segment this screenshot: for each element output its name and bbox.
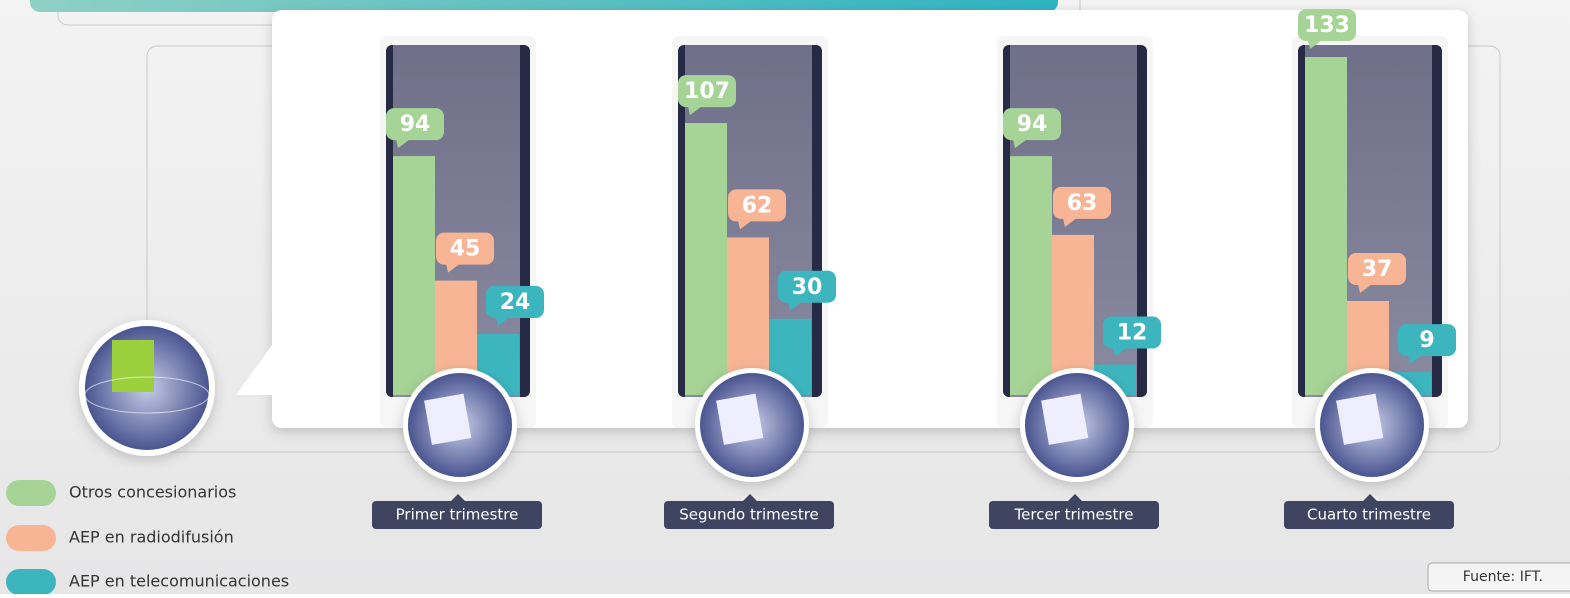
value-label: 62 xyxy=(742,193,773,218)
value-label: 24 xyxy=(500,290,531,315)
bar xyxy=(393,156,435,395)
source: Fuente: IFT. xyxy=(1463,569,1543,585)
bar xyxy=(1305,57,1347,395)
category-label: Tercer trimestre xyxy=(1014,506,1134,524)
value-label: 133 xyxy=(1304,13,1350,38)
legend-label: Otros concesionarios xyxy=(69,483,236,502)
bar xyxy=(1010,156,1052,395)
value-label: 94 xyxy=(400,112,431,137)
category-label: Primer trimestre xyxy=(396,506,519,524)
category-icon-doc xyxy=(1336,394,1383,445)
value-label: 9 xyxy=(1419,328,1434,353)
legend-swatch xyxy=(6,569,56,594)
category-label: Cuarto trimestre xyxy=(1307,506,1431,524)
page: 94 45 24 Primer trimestre 107 62 30 Segundo tri… xyxy=(0,0,1570,594)
category-icon-doc xyxy=(1041,394,1088,445)
legend-label: AEP en radiodifusión xyxy=(69,528,234,547)
category-icon-doc xyxy=(424,394,471,445)
value-label: 107 xyxy=(684,79,730,104)
bar xyxy=(685,123,727,395)
value-label: 12 xyxy=(1117,321,1148,346)
category-icon-doc xyxy=(716,394,763,445)
logo-icon xyxy=(79,320,215,456)
value-label: 45 xyxy=(450,237,481,262)
value-label: 37 xyxy=(1362,257,1393,282)
legend-swatch xyxy=(6,480,56,506)
value-label: 63 xyxy=(1067,191,1098,216)
value-label: 94 xyxy=(1017,112,1048,137)
category-label: Segundo trimestre xyxy=(679,506,819,524)
chart: 94 45 24 Primer trimestre 107 62 30 Segundo tri… xyxy=(0,0,1570,594)
value-label: 30 xyxy=(792,275,823,300)
legend-label: AEP en telecomunicaciones xyxy=(69,572,289,591)
legend-swatch xyxy=(6,525,56,551)
